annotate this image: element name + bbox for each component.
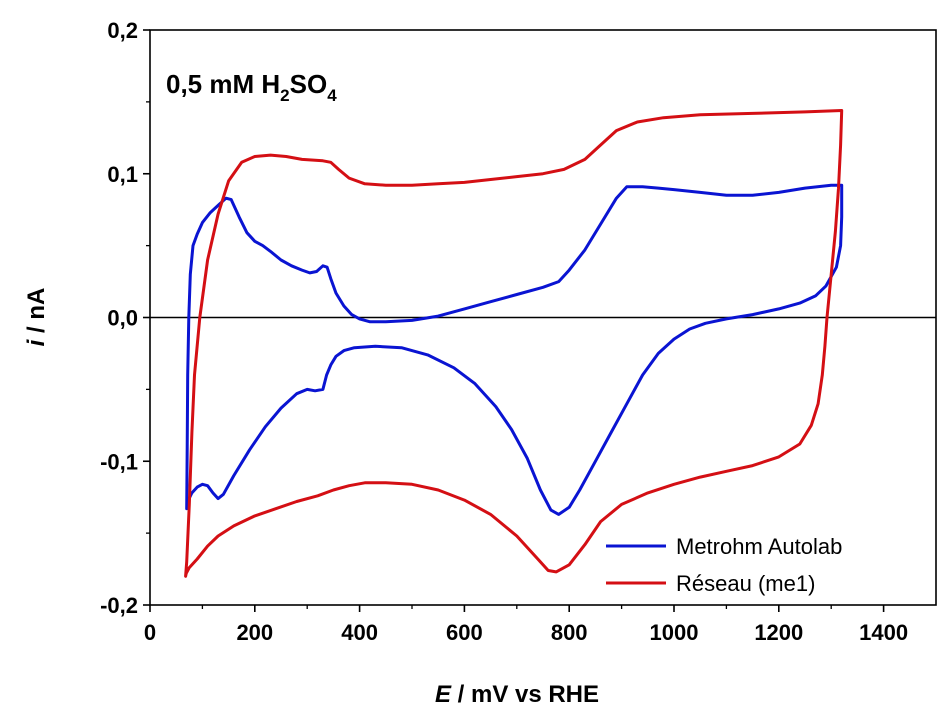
legend: Metrohm Autolab Réseau (me1) <box>606 534 842 596</box>
y-tick-label: 0,1 <box>107 162 138 187</box>
x-tick-label: 1200 <box>754 620 803 645</box>
x-tick-label: 200 <box>236 620 273 645</box>
x-tick-label: 1000 <box>650 620 699 645</box>
legend-label-metrohm: Metrohm Autolab <box>676 534 842 559</box>
tick-layer: 0 200 400 600 800 1000 1200 1400 -0,2 -0,1 0,0 0,1 0… <box>100 18 908 645</box>
y-tick-label: -0,2 <box>100 593 138 618</box>
x-tick-label: 800 <box>551 620 588 645</box>
series-line-metrohm-autolab <box>185 183 844 516</box>
x-axis-title: E / mV vs RHE <box>435 681 599 708</box>
y-tick-label: 0,2 <box>107 18 138 43</box>
legend-label-reseau: Réseau (me1) <box>676 571 815 596</box>
x-tick-label: 400 <box>341 620 378 645</box>
series-layer <box>184 109 844 578</box>
y-axis-title: i / nA <box>23 288 50 347</box>
annotation-subscript-4: 4 <box>327 86 337 105</box>
x-tick-label: 1400 <box>859 620 908 645</box>
x-tick-label: 0 <box>144 620 156 645</box>
electrolyte-annotation: 0,5 mM H2SO4 <box>166 69 337 105</box>
annotation-subscript-2: 2 <box>280 86 289 105</box>
y-tick-label: -0,1 <box>100 449 138 474</box>
series-line-reseau-me1 <box>184 109 844 578</box>
y-tick-label: 0,0 <box>107 306 138 331</box>
x-tick-label: 600 <box>446 620 483 645</box>
